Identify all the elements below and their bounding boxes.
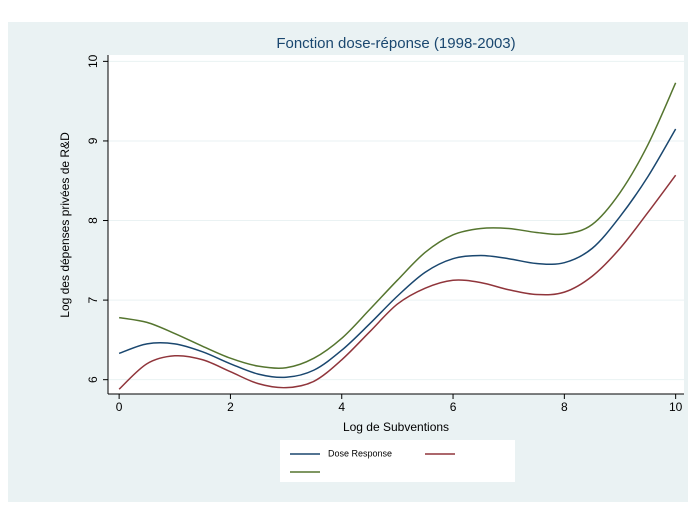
chart-title: Fonction dose-réponse (1998-2003) <box>276 35 515 52</box>
plot-area <box>108 55 684 394</box>
x-tick-label: 8 <box>561 400 568 414</box>
legend <box>280 440 515 482</box>
x-axis-label: Log de Subventions <box>343 420 449 434</box>
y-tick-label: 7 <box>86 296 100 303</box>
series-line <box>118 174 677 390</box>
legend-label: Dose Response <box>328 448 392 458</box>
series-line <box>119 82 677 370</box>
x-tick-label: 2 <box>227 400 234 414</box>
x-tick-label: 6 <box>450 400 457 414</box>
y-tick-label: 6 <box>86 376 100 383</box>
y-tick-label: 10 <box>86 54 100 68</box>
y-tick-label: 8 <box>86 217 100 224</box>
x-tick-label: 10 <box>669 400 683 414</box>
x-tick-label: 4 <box>338 400 345 414</box>
y-tick-label: 9 <box>86 137 100 144</box>
x-tick-label: 0 <box>116 400 123 414</box>
y-axis-label: Log des dépenses privées de R&D <box>58 132 72 318</box>
series-line <box>118 128 677 379</box>
